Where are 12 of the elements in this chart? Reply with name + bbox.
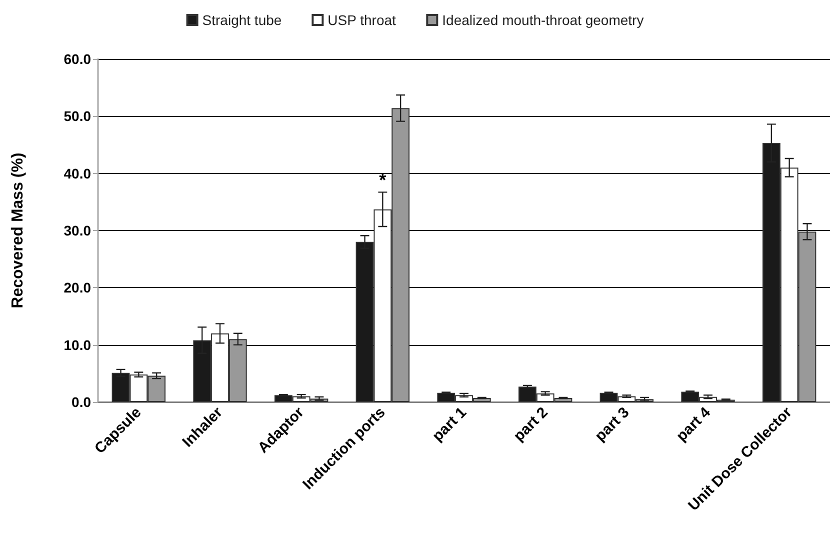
legend-label: Straight tube — [202, 12, 282, 28]
legend-label: USP throat — [328, 12, 396, 28]
y-tick-label: 30.0 — [64, 222, 92, 238]
y-tick-label: 10.0 — [64, 336, 92, 353]
y-tick-label: 50.0 — [64, 108, 92, 124]
y-tick-label: 60.0 — [64, 51, 92, 67]
y-axis-title: Recovered Mass (%) — [10, 152, 26, 308]
y-tick-label: 40.0 — [64, 165, 92, 182]
legend-label: Idealized mouth-throat geometry — [442, 12, 644, 28]
annotation: * — [379, 170, 386, 190]
y-tick-label: 20.0 — [64, 280, 92, 296]
y-tick-label: 0.0 — [72, 394, 92, 410]
